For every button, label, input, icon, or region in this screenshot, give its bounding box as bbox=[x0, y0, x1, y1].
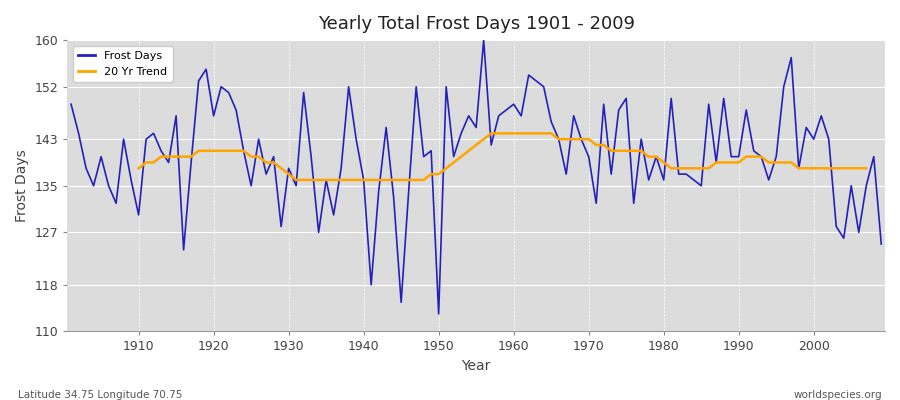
Text: worldspecies.org: worldspecies.org bbox=[794, 390, 882, 400]
Text: Latitude 34.75 Longitude 70.75: Latitude 34.75 Longitude 70.75 bbox=[18, 390, 183, 400]
X-axis label: Year: Year bbox=[462, 359, 490, 373]
Legend: Frost Days, 20 Yr Trend: Frost Days, 20 Yr Trend bbox=[73, 46, 173, 82]
Title: Yearly Total Frost Days 1901 - 2009: Yearly Total Frost Days 1901 - 2009 bbox=[318, 15, 634, 33]
Y-axis label: Frost Days: Frost Days bbox=[15, 149, 29, 222]
